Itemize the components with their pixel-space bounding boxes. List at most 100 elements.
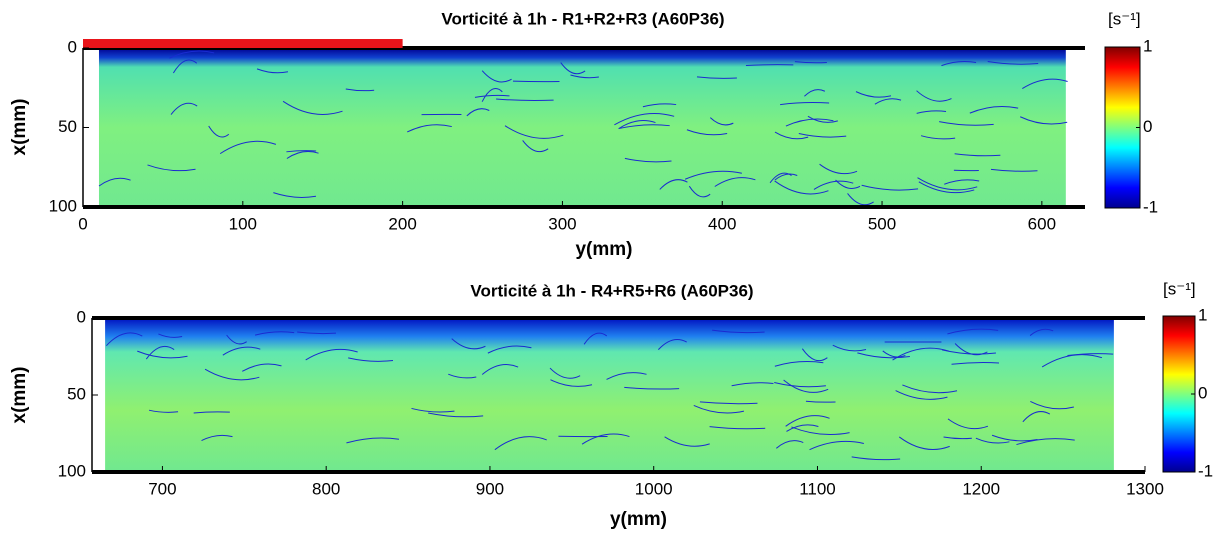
streamline xyxy=(696,76,737,79)
streamline xyxy=(550,379,593,387)
streamline xyxy=(954,153,1001,157)
streamline xyxy=(657,339,687,350)
streamline xyxy=(861,184,919,191)
streamline xyxy=(699,401,758,405)
streamline xyxy=(98,177,131,187)
streamline xyxy=(709,426,766,430)
streamline xyxy=(583,332,608,345)
streamline xyxy=(474,94,510,98)
streamline xyxy=(297,331,336,335)
streamline xyxy=(1041,354,1103,368)
colorbar-tick-label: -1 xyxy=(1143,197,1158,216)
streamline xyxy=(1022,411,1051,423)
x-tick-label: 800 xyxy=(312,479,340,498)
streamline xyxy=(451,338,486,350)
vorticity-field xyxy=(105,318,1114,472)
streamline xyxy=(882,350,906,358)
colorbar-tick-label: 1 xyxy=(1143,36,1152,55)
streamline xyxy=(794,61,827,64)
streamline xyxy=(481,88,503,102)
streamline xyxy=(947,328,999,335)
streamline xyxy=(819,163,858,175)
chart-title: Vorticité à 1h - R1+R2+R3 (A60P36) xyxy=(441,9,724,28)
chart-title: Vorticité à 1h - R4+R5+R6 (A60P36) xyxy=(470,281,753,300)
x-axis-label: y(mm) xyxy=(575,239,632,260)
x-tick-label: 100 xyxy=(229,214,257,233)
streamline xyxy=(942,349,996,355)
streamline xyxy=(659,179,688,190)
streamline xyxy=(791,426,850,436)
streamline xyxy=(305,348,358,361)
colorbar xyxy=(1162,315,1196,473)
x-tick-label: 1100 xyxy=(799,479,836,498)
streamline xyxy=(1016,438,1075,446)
streamline xyxy=(975,437,1010,444)
streamline xyxy=(783,379,829,393)
streamline xyxy=(282,100,343,116)
streamline xyxy=(951,362,1000,365)
streamline xyxy=(106,332,143,347)
colorbar-label: [s⁻¹] xyxy=(1108,9,1141,28)
x-tick-label: 200 xyxy=(388,214,416,233)
streamline xyxy=(712,329,765,334)
streamline xyxy=(411,407,455,413)
streamline xyxy=(774,382,826,388)
streamline xyxy=(857,352,910,359)
streamline xyxy=(686,129,728,136)
streamline xyxy=(624,157,672,163)
streamline xyxy=(785,415,830,427)
streamline xyxy=(944,179,980,185)
streamline xyxy=(642,103,677,108)
streamline xyxy=(1029,328,1054,336)
streamline xyxy=(731,382,774,387)
streamline xyxy=(684,170,742,180)
streamline xyxy=(969,106,1019,114)
colorbar xyxy=(1104,46,1141,209)
streamline xyxy=(348,357,394,362)
streamline xyxy=(254,331,295,336)
streamline xyxy=(286,150,319,159)
streamline xyxy=(804,89,826,97)
streamline xyxy=(847,193,874,206)
streamline xyxy=(947,418,989,430)
y-tick-label: 50 xyxy=(58,117,77,136)
streamline xyxy=(1022,78,1068,90)
streamline xyxy=(809,440,864,451)
streamline xyxy=(1030,400,1074,410)
streamline xyxy=(769,172,792,184)
streamline xyxy=(780,102,830,106)
colorbar-label: [s⁻¹] xyxy=(1163,279,1196,298)
streamline xyxy=(851,456,901,461)
streamline xyxy=(898,436,950,450)
streamline xyxy=(428,412,484,418)
streamline xyxy=(664,436,710,447)
streamline xyxy=(549,367,581,379)
streamline xyxy=(560,62,586,75)
streamline xyxy=(801,348,828,362)
streamline xyxy=(798,132,847,138)
streamline xyxy=(208,125,230,138)
streamline xyxy=(920,135,956,140)
streamline xyxy=(286,150,317,153)
y-axis-label: x(mm) xyxy=(9,98,30,155)
streamline xyxy=(709,117,734,126)
streamline xyxy=(874,98,902,105)
streamline xyxy=(774,173,798,181)
streamline xyxy=(487,345,532,354)
streamline xyxy=(512,80,560,83)
streamline xyxy=(939,121,994,126)
x-tick-label: 1000 xyxy=(635,479,673,498)
streamline xyxy=(714,177,756,187)
streamline xyxy=(785,118,834,127)
streamline xyxy=(807,115,838,123)
streamline xyxy=(466,108,490,117)
streamline xyxy=(805,400,836,403)
streamline xyxy=(745,64,794,66)
streamline xyxy=(193,411,230,414)
streamline xyxy=(145,345,175,360)
streamline xyxy=(813,180,854,190)
streamline xyxy=(494,436,547,451)
streamline xyxy=(619,124,670,129)
y-axis-label: x(mm) xyxy=(9,366,30,423)
streamline xyxy=(774,180,829,195)
